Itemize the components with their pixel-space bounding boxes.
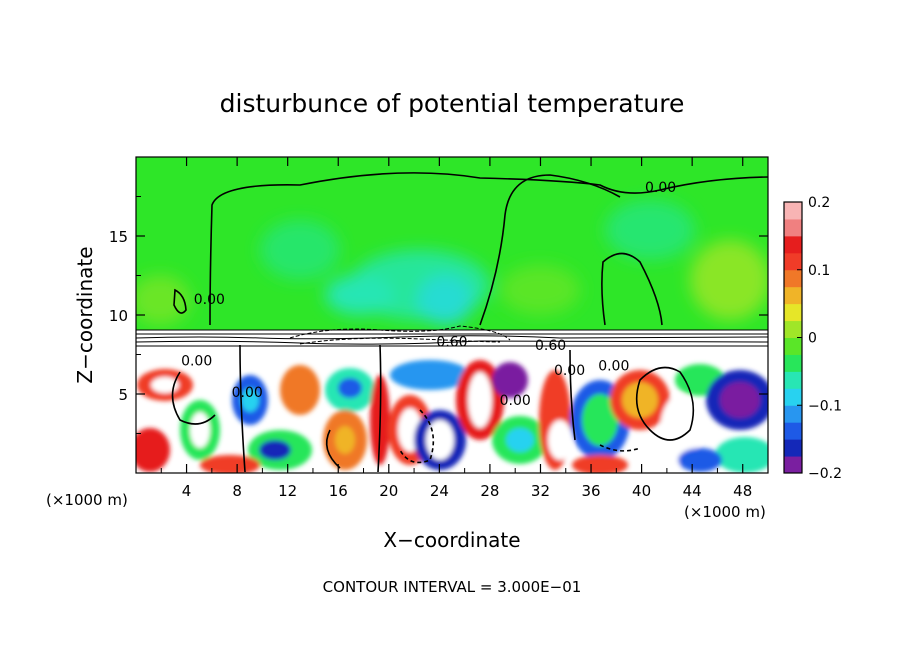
colorbar-swatch <box>784 337 802 355</box>
band-contours <box>136 325 768 347</box>
colorbar-swatch <box>784 354 802 372</box>
x-tick-label: 36 <box>581 482 600 500</box>
contour-label: 0.60 <box>436 335 467 351</box>
colorbar-swatch <box>784 235 802 254</box>
colorbar-swatch <box>784 218 802 237</box>
colorbar-swatch <box>784 405 802 423</box>
colorbar-swatch <box>784 371 802 389</box>
contour-label: 0.00 <box>554 363 585 379</box>
turbulent-eddies <box>136 360 768 473</box>
x-unit-label-right: (×1000 m) <box>684 503 766 521</box>
colorbar-swatch <box>784 388 802 406</box>
chart-title: disturbunce of potential temperature <box>220 89 685 118</box>
x-axis-label: X−coordinate <box>383 528 520 552</box>
contour-label: 0.00 <box>232 385 263 401</box>
x-unit-label-left: (×1000 m) <box>46 491 128 509</box>
colorbar-swatch <box>784 269 802 288</box>
x-tick-label: 16 <box>329 482 348 500</box>
contour-interval-note: CONTOUR INTERVAL = 3.000E−01 <box>323 578 582 596</box>
colorbar-tick-label: −0.2 <box>808 466 842 482</box>
colorbar-swatch <box>784 320 802 338</box>
y-tick-label: 15 <box>109 228 128 246</box>
plot-area <box>136 157 768 473</box>
colorbar-tick-label: 0.1 <box>808 263 830 279</box>
colorbar-tick-label: 0.2 <box>808 195 830 211</box>
colorbar-swatch <box>784 439 802 457</box>
colorbar: 0.2 0.1 0 −0.1 −0.2 <box>783 195 842 482</box>
x-tick-label: 20 <box>379 482 398 500</box>
colorbar-swatch <box>784 456 802 474</box>
x-tick-label: 12 <box>278 482 297 500</box>
contour-label: 0.60 <box>535 338 566 354</box>
contour-lines <box>171 172 768 473</box>
x-tick-label: 4 <box>182 482 192 500</box>
contour-label: 0.00 <box>598 358 629 374</box>
colorbar-swatch <box>784 422 802 440</box>
colorbar-swatch <box>784 303 802 322</box>
y-tick-label: 5 <box>118 386 128 404</box>
colorbar-swatch <box>784 202 802 220</box>
y-tick-label: 10 <box>109 307 128 325</box>
y-axis-label: Z−coordinate <box>73 246 97 383</box>
colorbar-swatch <box>784 252 802 271</box>
contour-label: 0.00 <box>181 354 212 370</box>
colorbar-tick-label: 0 <box>808 331 817 347</box>
contour-label: 0.00 <box>500 393 531 409</box>
x-tick-label: 32 <box>531 482 550 500</box>
x-tick-label: 28 <box>480 482 499 500</box>
colorbar-swatch <box>784 286 802 305</box>
x-tick-label: 24 <box>430 482 449 500</box>
colorbar-tick-label: −0.1 <box>808 398 842 414</box>
x-tick-label: 40 <box>632 482 651 500</box>
x-tick-label: 44 <box>683 482 702 500</box>
x-tick-label: 48 <box>733 482 752 500</box>
contour-label: 0.00 <box>645 180 676 196</box>
contour-label: 0.00 <box>194 292 225 308</box>
x-tick-label: 8 <box>232 482 242 500</box>
